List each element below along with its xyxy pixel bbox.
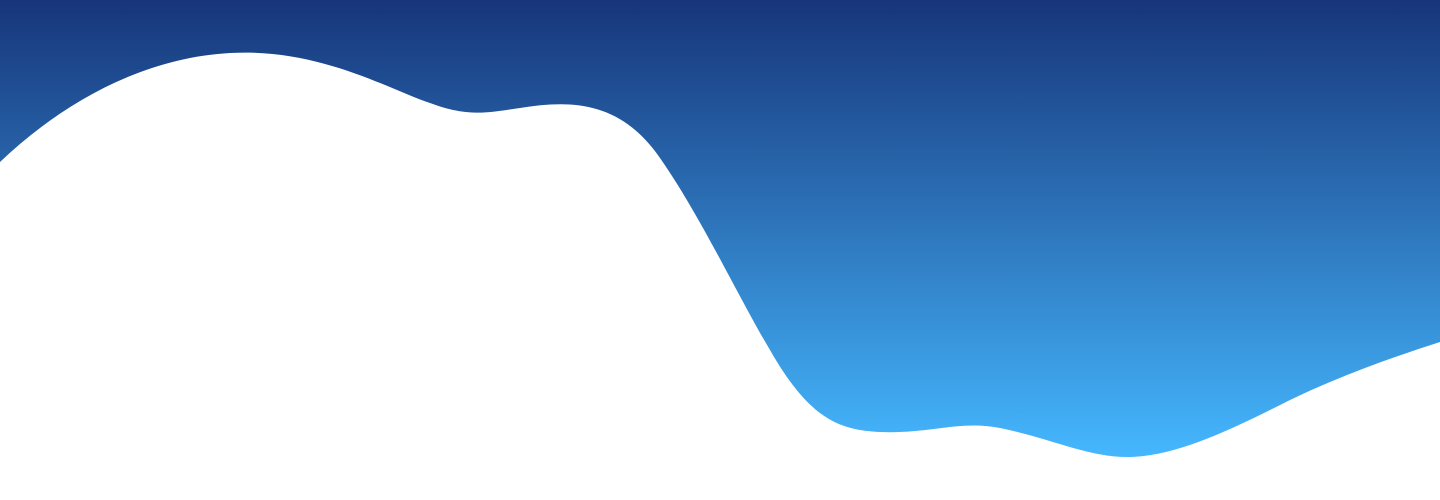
white-wave-shape	[0, 52, 1440, 500]
